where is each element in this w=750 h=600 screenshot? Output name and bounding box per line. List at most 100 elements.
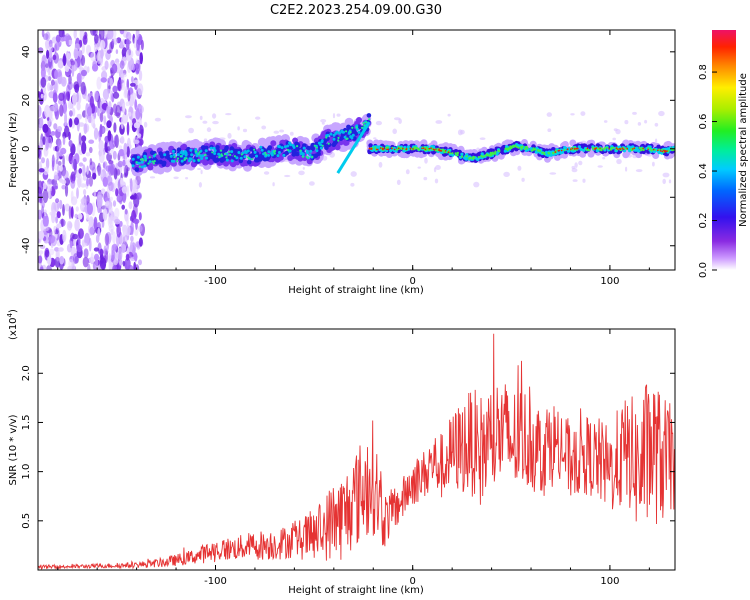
- ridge-dot: [375, 148, 378, 151]
- ridge-dot: [192, 159, 196, 163]
- noise-blob: [73, 47, 79, 60]
- noise-blob: [73, 158, 77, 171]
- ridge-dot: [250, 153, 256, 158]
- noise-blob: [113, 122, 117, 133]
- ridge-dot: [552, 152, 555, 155]
- noise-blob: [132, 203, 138, 218]
- noise-blob: [65, 33, 70, 40]
- noise-blob: [97, 227, 101, 238]
- noise-blob: [44, 249, 50, 258]
- noise-blob: [38, 124, 42, 131]
- ridge-dot: [454, 152, 457, 155]
- noise-blob: [111, 249, 116, 261]
- noise-blob: [73, 30, 77, 39]
- noise-blob: [80, 81, 86, 95]
- ridge-dot: [173, 156, 176, 159]
- noise-blob: [302, 167, 305, 170]
- ridge-dot: [320, 140, 324, 144]
- noise-blob: [434, 178, 439, 184]
- noise-blob: [52, 103, 59, 112]
- noise-blob: [123, 86, 129, 96]
- ridge-dot: [416, 147, 419, 150]
- noise-blob: [72, 233, 78, 240]
- noise-blob: [134, 63, 140, 70]
- noise-blob: [624, 120, 629, 125]
- ridge-dot: [332, 137, 336, 141]
- ridge-dot: [456, 152, 459, 155]
- ridge-dot: [517, 146, 520, 149]
- ridge-dot: [338, 136, 344, 141]
- noise-blob: [473, 181, 480, 188]
- ridge-dot: [184, 153, 188, 157]
- ridge-dot: [270, 140, 277, 147]
- noise-blob: [62, 55, 67, 66]
- noise-blob: [61, 184, 66, 190]
- ridge-dot: [329, 132, 333, 136]
- ridge-dot: [469, 156, 472, 160]
- y-tick-label: -40: [21, 238, 32, 254]
- noise-blob: [570, 113, 575, 116]
- noise-blob: [38, 209, 42, 220]
- noise-blob: [54, 69, 59, 80]
- ridge-dot: [567, 148, 569, 150]
- ridge-dot: [253, 148, 256, 151]
- ridge-dot: [351, 129, 356, 134]
- noise-blob: [46, 49, 50, 60]
- noise-blob: [43, 166, 49, 176]
- ridge-dot: [313, 144, 316, 147]
- ridge-dot: [276, 154, 280, 158]
- noise-blob: [102, 208, 108, 221]
- noise-blob: [42, 91, 47, 102]
- ridge-dot: [299, 149, 302, 152]
- noise-blob: [173, 176, 179, 180]
- noise-blob: [133, 139, 140, 144]
- noise-blob: [289, 131, 294, 136]
- ridge-dot: [338, 131, 341, 135]
- ridge-dot: [424, 148, 427, 151]
- noise-blob: [255, 116, 261, 120]
- noise-blob: [80, 183, 86, 188]
- ridge-dot: [221, 149, 226, 154]
- ridge-dot: [282, 153, 286, 157]
- noise-blob: [52, 182, 59, 189]
- ridge-dot: [218, 156, 221, 159]
- noise-blob: [58, 92, 65, 102]
- ridge-dot: [667, 149, 670, 152]
- noise-blob: [102, 176, 109, 187]
- noise-blob: [138, 237, 143, 247]
- ridge-dot: [439, 150, 442, 152]
- noise-blob: [84, 232, 90, 246]
- noise-blob: [100, 188, 106, 195]
- noise-blob: [41, 54, 47, 66]
- ridge-dot: [628, 149, 632, 153]
- noise-blob: [56, 211, 61, 219]
- ridge-dot: [165, 150, 170, 156]
- ridge-dot: [663, 149, 665, 152]
- noise-blob: [637, 122, 642, 126]
- noise-blob: [135, 47, 141, 57]
- ridge-dot: [345, 130, 348, 133]
- ridge-dot: [485, 153, 488, 157]
- snr-multiplier: (x104): [6, 309, 19, 340]
- y-tick-label: 1.0: [21, 464, 32, 480]
- noise-blob: [109, 77, 113, 87]
- noise-blob: [298, 170, 305, 176]
- ridge-dot: [577, 147, 579, 150]
- ridge-dot: [586, 147, 589, 150]
- ridge-dot: [363, 124, 366, 127]
- noise-blob: [38, 104, 42, 118]
- noise-blob: [45, 140, 50, 150]
- noise-blob: [59, 199, 63, 210]
- ridge-dot: [483, 155, 486, 158]
- noise-blob: [65, 91, 70, 101]
- noise-blob: [82, 157, 87, 163]
- ridge-dot: [143, 164, 147, 168]
- noise-blob: [68, 118, 73, 128]
- noise-blob: [134, 228, 139, 237]
- snr-multiplier-base: (x10: [8, 317, 19, 340]
- ridge-dot: [219, 149, 223, 152]
- ridge-dot: [461, 155, 464, 158]
- spectrogram-ridge: [129, 113, 675, 177]
- noise-blob: [202, 120, 208, 124]
- noise-blob: [350, 182, 355, 187]
